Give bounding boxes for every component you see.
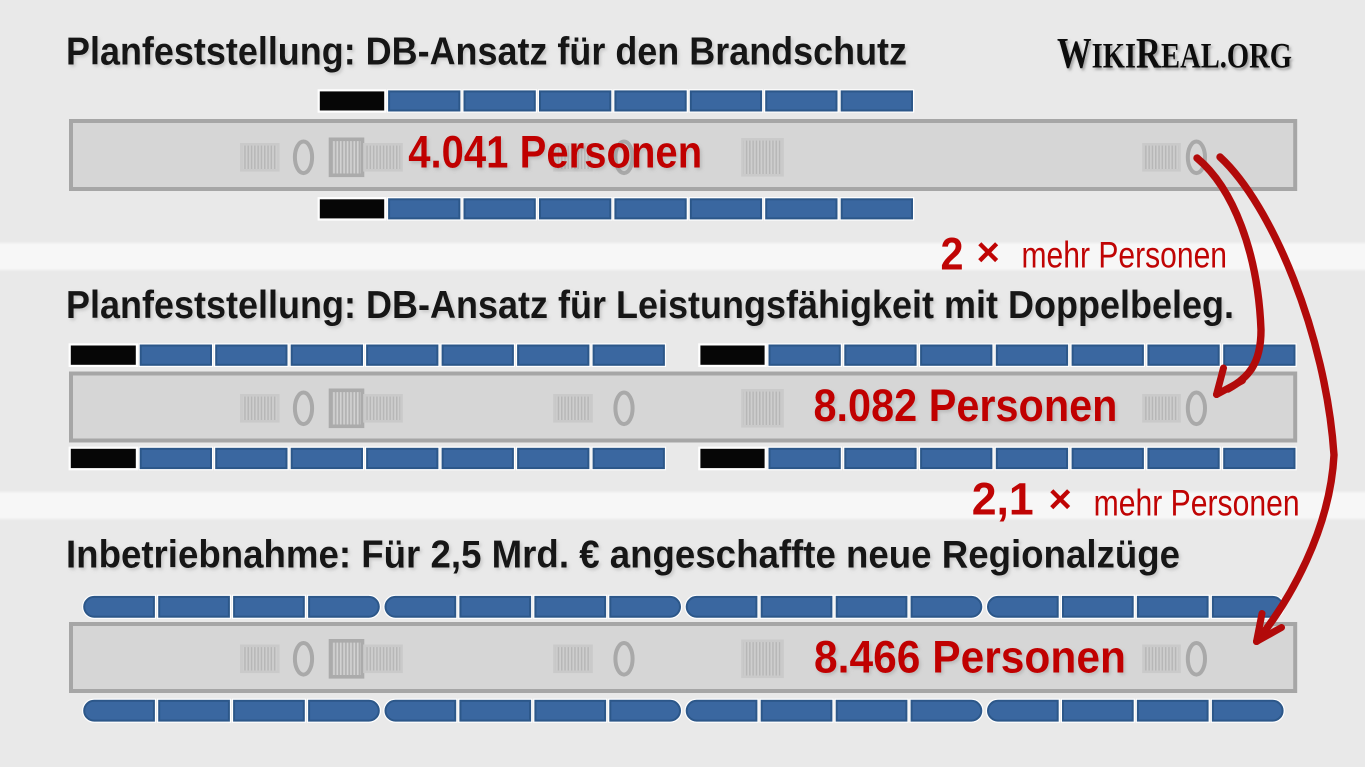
svg-text:mehr Personen: mehr Personen bbox=[1094, 482, 1300, 524]
svg-text:×: × bbox=[977, 231, 1000, 275]
svg-text:2: 2 bbox=[941, 229, 964, 280]
svg-text:8.082 Personen: 8.082 Personen bbox=[814, 380, 1118, 431]
svg-text:Planfeststellung: DB-Ansatz fü: Planfeststellung: DB-Ansatz für den Bran… bbox=[66, 31, 907, 74]
svg-text:mehr Personen: mehr Personen bbox=[1022, 233, 1228, 275]
svg-text:Planfeststellung: DB-Ansatz fü: Planfeststellung: DB-Ansatz für Leistung… bbox=[66, 284, 1234, 327]
svg-text:WIKIREAL.ORG: WIKIREAL.ORG bbox=[1057, 30, 1292, 77]
svg-text:4.041 Personen: 4.041 Personen bbox=[408, 127, 702, 178]
svg-text:2,1: 2,1 bbox=[972, 473, 1034, 524]
svg-text:8.466 Personen: 8.466 Personen bbox=[814, 632, 1126, 683]
svg-text:Inbetriebnahme: Für 2,5 Mrd. €: Inbetriebnahme: Für 2,5 Mrd. € angeschaf… bbox=[66, 534, 1180, 577]
svg-text:×: × bbox=[1049, 478, 1072, 522]
